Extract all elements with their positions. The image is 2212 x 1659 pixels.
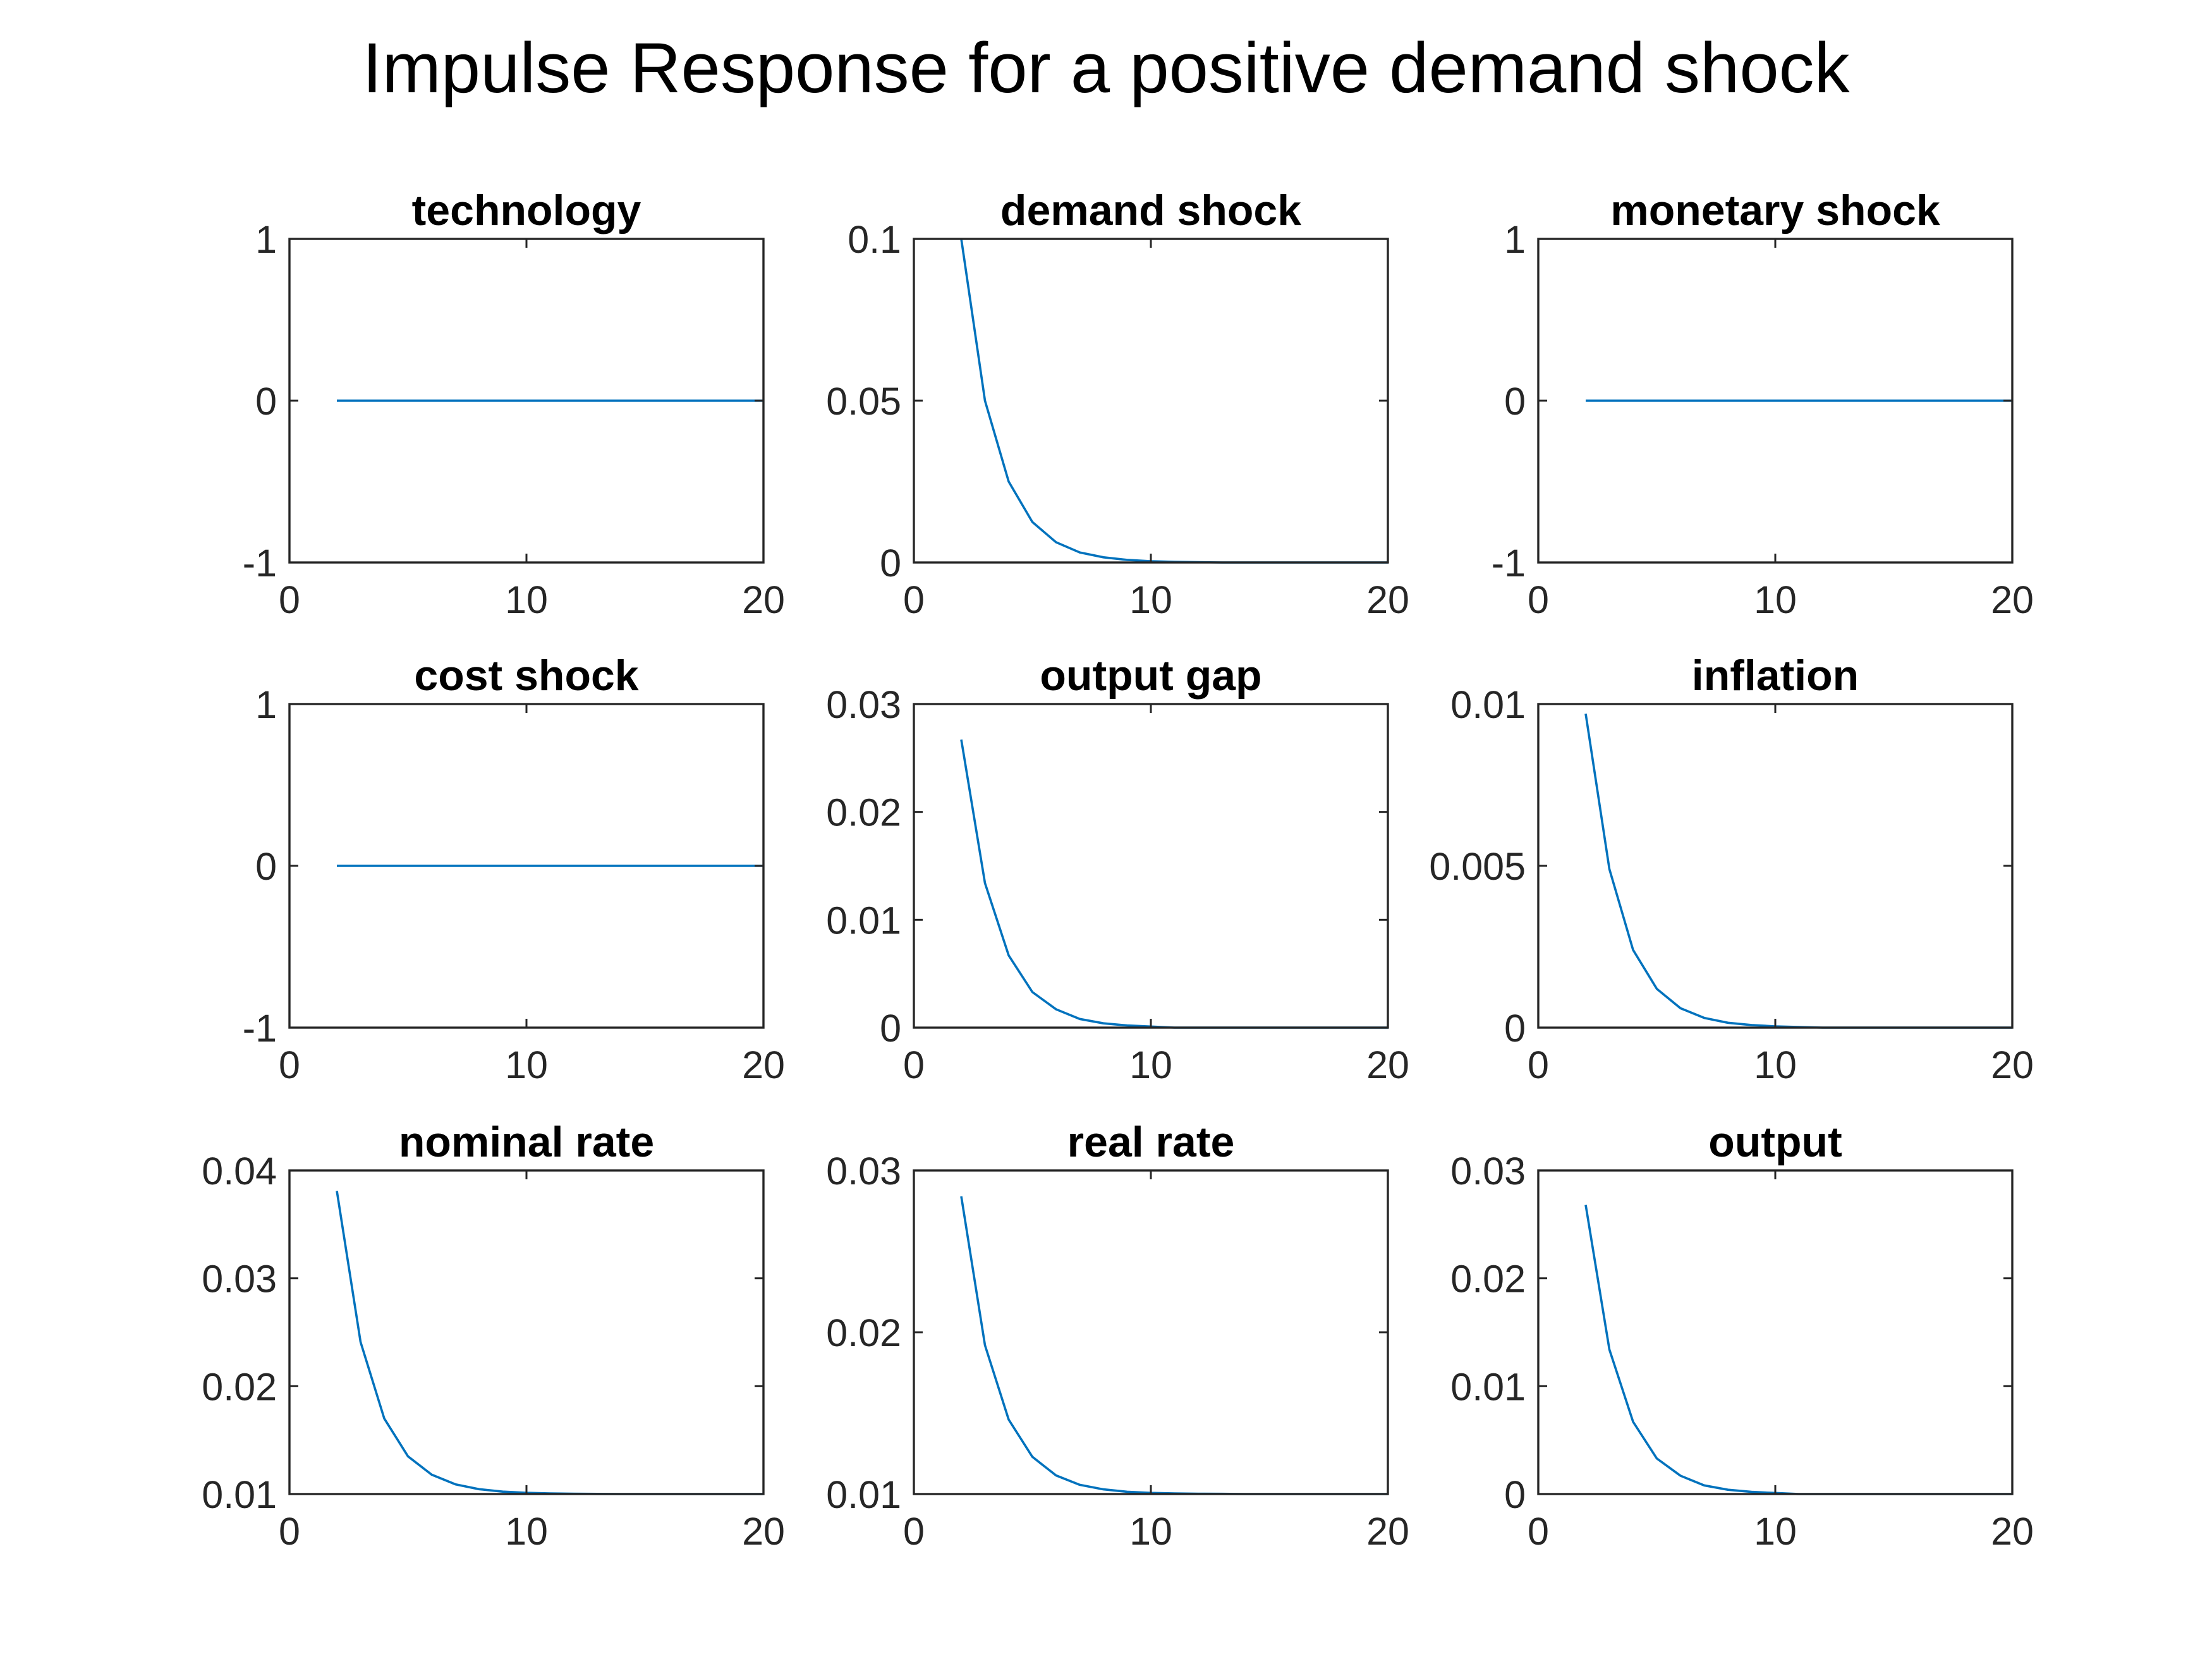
y-tick-label: 0 [1504, 1007, 1526, 1050]
y-tick-label: 1 [255, 218, 277, 261]
x-tick-label: 20 [1991, 578, 2034, 621]
subplot-demand-shock: demand shock 0 10 20 0 0.05 0.1 [826, 186, 1409, 621]
x-tick-label: 0 [903, 1043, 925, 1086]
x-tick-label: 10 [505, 1043, 548, 1086]
subplot-title: real rate [1067, 1118, 1235, 1166]
subplot-output-gap: output gap 0 10 20 0 0.01 0.02 0.03 [826, 652, 1409, 1086]
subplot-output: output 0 10 20 0 0.01 0.02 0.03 [1450, 1118, 2034, 1553]
x-tick-label: 10 [1754, 1043, 1797, 1086]
axes-box [288, 1169, 765, 1495]
x-tick-label: 20 [1366, 1510, 1409, 1553]
series-line [336, 1191, 763, 1495]
y-tick-label: 0 [255, 380, 277, 423]
x-tick-label: 0 [279, 578, 300, 621]
subplot-title: output [1708, 1118, 1842, 1166]
x-tick-label: 10 [1754, 1510, 1797, 1553]
y-tick-label: 0.02 [1450, 1258, 1526, 1301]
y-tick-label: 0.02 [826, 791, 901, 834]
y-tick-label: 0.04 [202, 1150, 277, 1193]
axes-box [1537, 1169, 2014, 1495]
y-tick-label: 0 [255, 845, 277, 888]
y-tick-label: 0.01 [1450, 683, 1526, 726]
subplot-title: cost shock [414, 652, 638, 700]
series-line [960, 739, 1388, 1029]
y-tick-label: -1 [243, 1007, 277, 1050]
x-tick-label: 0 [279, 1043, 300, 1086]
figure-title: Impulse Response for a positive demand s… [362, 28, 1850, 107]
series-line [1584, 1205, 2012, 1495]
x-tick-label: 0 [1528, 1510, 1549, 1553]
subplot-title: inflation [1692, 652, 1859, 700]
y-tick-label: 0.01 [826, 899, 901, 942]
subplot-real-rate: real rate 0 10 20 0.01 0.02 0.03 [826, 1118, 1409, 1553]
y-tick-label: 1 [1504, 218, 1526, 261]
y-tick-label: 0 [880, 542, 901, 585]
y-tick-label: -1 [1492, 542, 1526, 585]
y-tick-label: 0.03 [826, 1150, 901, 1193]
x-tick-label: 10 [1129, 1510, 1172, 1553]
y-tick-label: 0.03 [1450, 1150, 1526, 1193]
x-tick-label: 0 [903, 1510, 925, 1553]
y-tick-label: 0.02 [202, 1365, 277, 1408]
y-tick-label: 0.01 [202, 1473, 277, 1516]
subplot-nominal-rate: nominal rate 0 10 20 0.01 0.02 0.03 0.04 [202, 1118, 785, 1553]
x-tick-label: 20 [1991, 1043, 2034, 1086]
subplot-title: monetary shock [1610, 186, 1940, 234]
subplot-title: demand shock [1000, 186, 1301, 234]
subplot-title: technology [412, 186, 641, 234]
series-line [1584, 714, 2012, 1029]
x-tick-label: 10 [1129, 1043, 1172, 1086]
x-tick-label: 20 [1366, 578, 1409, 621]
x-tick-label: 0 [1528, 578, 1549, 621]
x-tick-label: 20 [1991, 1510, 2034, 1553]
x-tick-label: 20 [742, 578, 785, 621]
axes-box [913, 1169, 1389, 1495]
x-tick-label: 20 [742, 1043, 785, 1086]
y-tick-label: 0.01 [826, 1473, 901, 1516]
y-tick-label: 0 [880, 1007, 901, 1050]
y-tick-label: 0.1 [848, 218, 901, 261]
subplot-title: nominal rate [399, 1118, 654, 1166]
y-tick-label: 0.005 [1429, 845, 1526, 888]
y-tick-label: 0 [1504, 380, 1526, 423]
y-tick-label: 0 [1504, 1473, 1526, 1516]
x-tick-label: 20 [1366, 1043, 1409, 1086]
x-tick-label: 0 [279, 1510, 300, 1553]
subplot-title: output gap [1040, 652, 1261, 700]
axes-box [913, 703, 1389, 1029]
x-tick-label: 10 [1129, 578, 1172, 621]
x-tick-label: 0 [1528, 1043, 1549, 1086]
x-tick-label: 10 [505, 578, 548, 621]
subplot-inflation: inflation 0 10 20 0 0.005 0.01 [1429, 652, 2034, 1086]
x-tick-label: 20 [742, 1510, 785, 1553]
x-tick-label: 10 [1754, 578, 1797, 621]
y-tick-label: 0.03 [826, 683, 901, 726]
series-line [960, 238, 1388, 564]
y-tick-label: 0.01 [1450, 1365, 1526, 1408]
x-tick-label: 0 [903, 578, 925, 621]
x-tick-label: 10 [505, 1510, 548, 1553]
y-tick-label: 1 [255, 683, 277, 726]
y-tick-label: 0.03 [202, 1258, 277, 1301]
y-tick-label: 0.02 [826, 1311, 901, 1354]
series-line [960, 1196, 1388, 1495]
y-tick-label: -1 [243, 542, 277, 585]
y-tick-label: 0.05 [826, 380, 901, 423]
